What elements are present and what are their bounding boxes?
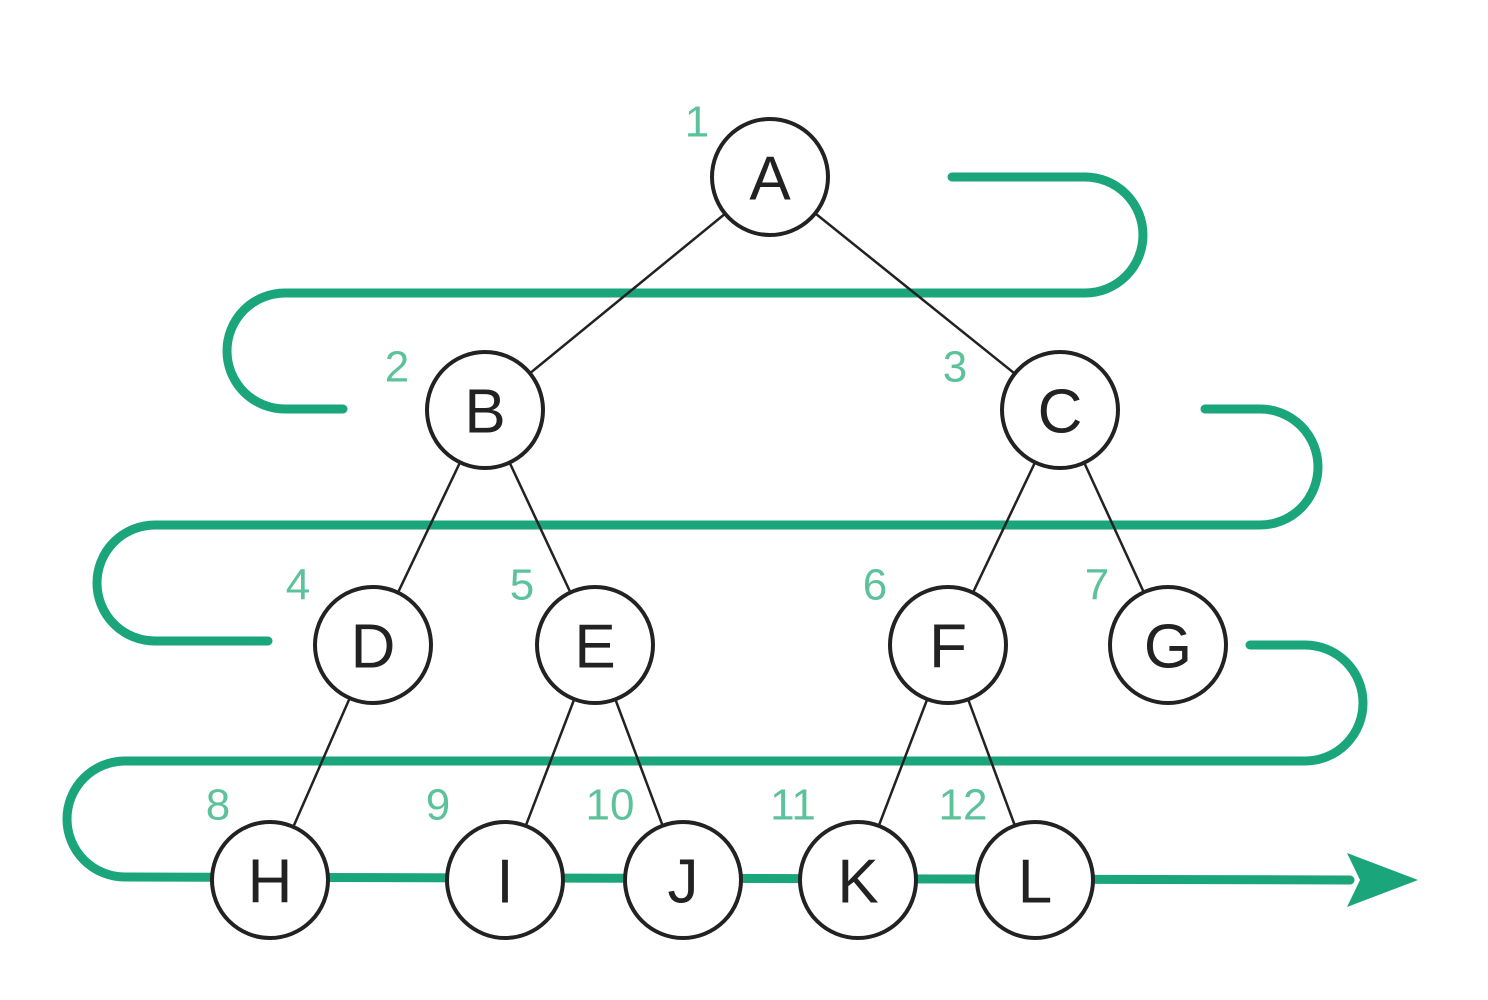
visit-order-H: 8 — [206, 781, 230, 830]
node-label-A: A — [749, 145, 791, 214]
node-circle-I — [445, 820, 565, 940]
tree-node-G: G — [1108, 585, 1228, 705]
tree-node-J: J — [623, 820, 743, 940]
node-label-C: C — [1038, 378, 1083, 447]
node-label-E: E — [574, 613, 615, 682]
visit-order-B: 2 — [385, 343, 409, 392]
node-circle-E — [535, 585, 655, 705]
tree-node-K: K — [798, 820, 918, 940]
visit-order-L: 12 — [939, 781, 988, 830]
visit-order-D: 4 — [286, 561, 310, 610]
visit-order-C: 3 — [943, 343, 967, 392]
node-label-B: B — [464, 378, 505, 447]
visit-order-F: 6 — [863, 561, 887, 610]
node-circle-L — [975, 820, 1095, 940]
node-label-L: L — [1018, 848, 1052, 917]
tree-node-L: L — [975, 820, 1095, 940]
edge-A-C — [769, 176, 1061, 411]
tree-node-H: H — [210, 820, 330, 940]
node-label-D: D — [351, 613, 396, 682]
visit-order-G: 7 — [1085, 561, 1109, 610]
visit-order-J: 10 — [586, 781, 635, 830]
edge-A-B — [484, 176, 771, 411]
node-circle-H — [210, 820, 330, 940]
node-circle-A — [710, 117, 830, 237]
visit-order-K: 11 — [770, 781, 816, 830]
tree-node-F: F — [888, 585, 1008, 705]
node-circle-F — [888, 585, 1008, 705]
node-circle-G — [1108, 585, 1228, 705]
visit-order-I: 9 — [426, 781, 450, 830]
visit-order-E: 5 — [510, 561, 534, 610]
visit-order-labels: 12 34 5 6 78 9 10 11 12 — [206, 98, 1109, 830]
tree-node-E: E — [535, 585, 655, 705]
tree-nodes: A B C D E F G H I J K L — [210, 117, 1228, 940]
tree-node-C: C — [1000, 350, 1120, 470]
visit-order-A: 1 — [685, 98, 709, 147]
node-label-K: K — [837, 848, 878, 917]
node-circle-K — [798, 820, 918, 940]
node-label-J: J — [668, 848, 699, 917]
node-circle-D — [313, 585, 433, 705]
arrow-right-icon — [1347, 853, 1418, 907]
node-label-H: H — [248, 848, 293, 917]
node-circle-B — [425, 350, 545, 470]
node-label-I: I — [496, 848, 513, 917]
tree-node-I: I — [445, 820, 565, 940]
traversal-path-layer — [62, 172, 1418, 907]
traversal-path — [62, 172, 1368, 885]
tree-node-B: B — [425, 350, 545, 470]
tree-node-D: D — [313, 585, 433, 705]
tree-node-A: A — [710, 117, 830, 237]
node-label-G: G — [1144, 613, 1192, 682]
node-circle-J — [623, 820, 743, 940]
node-label-F: F — [929, 613, 967, 682]
node-circle-C — [1000, 350, 1120, 470]
